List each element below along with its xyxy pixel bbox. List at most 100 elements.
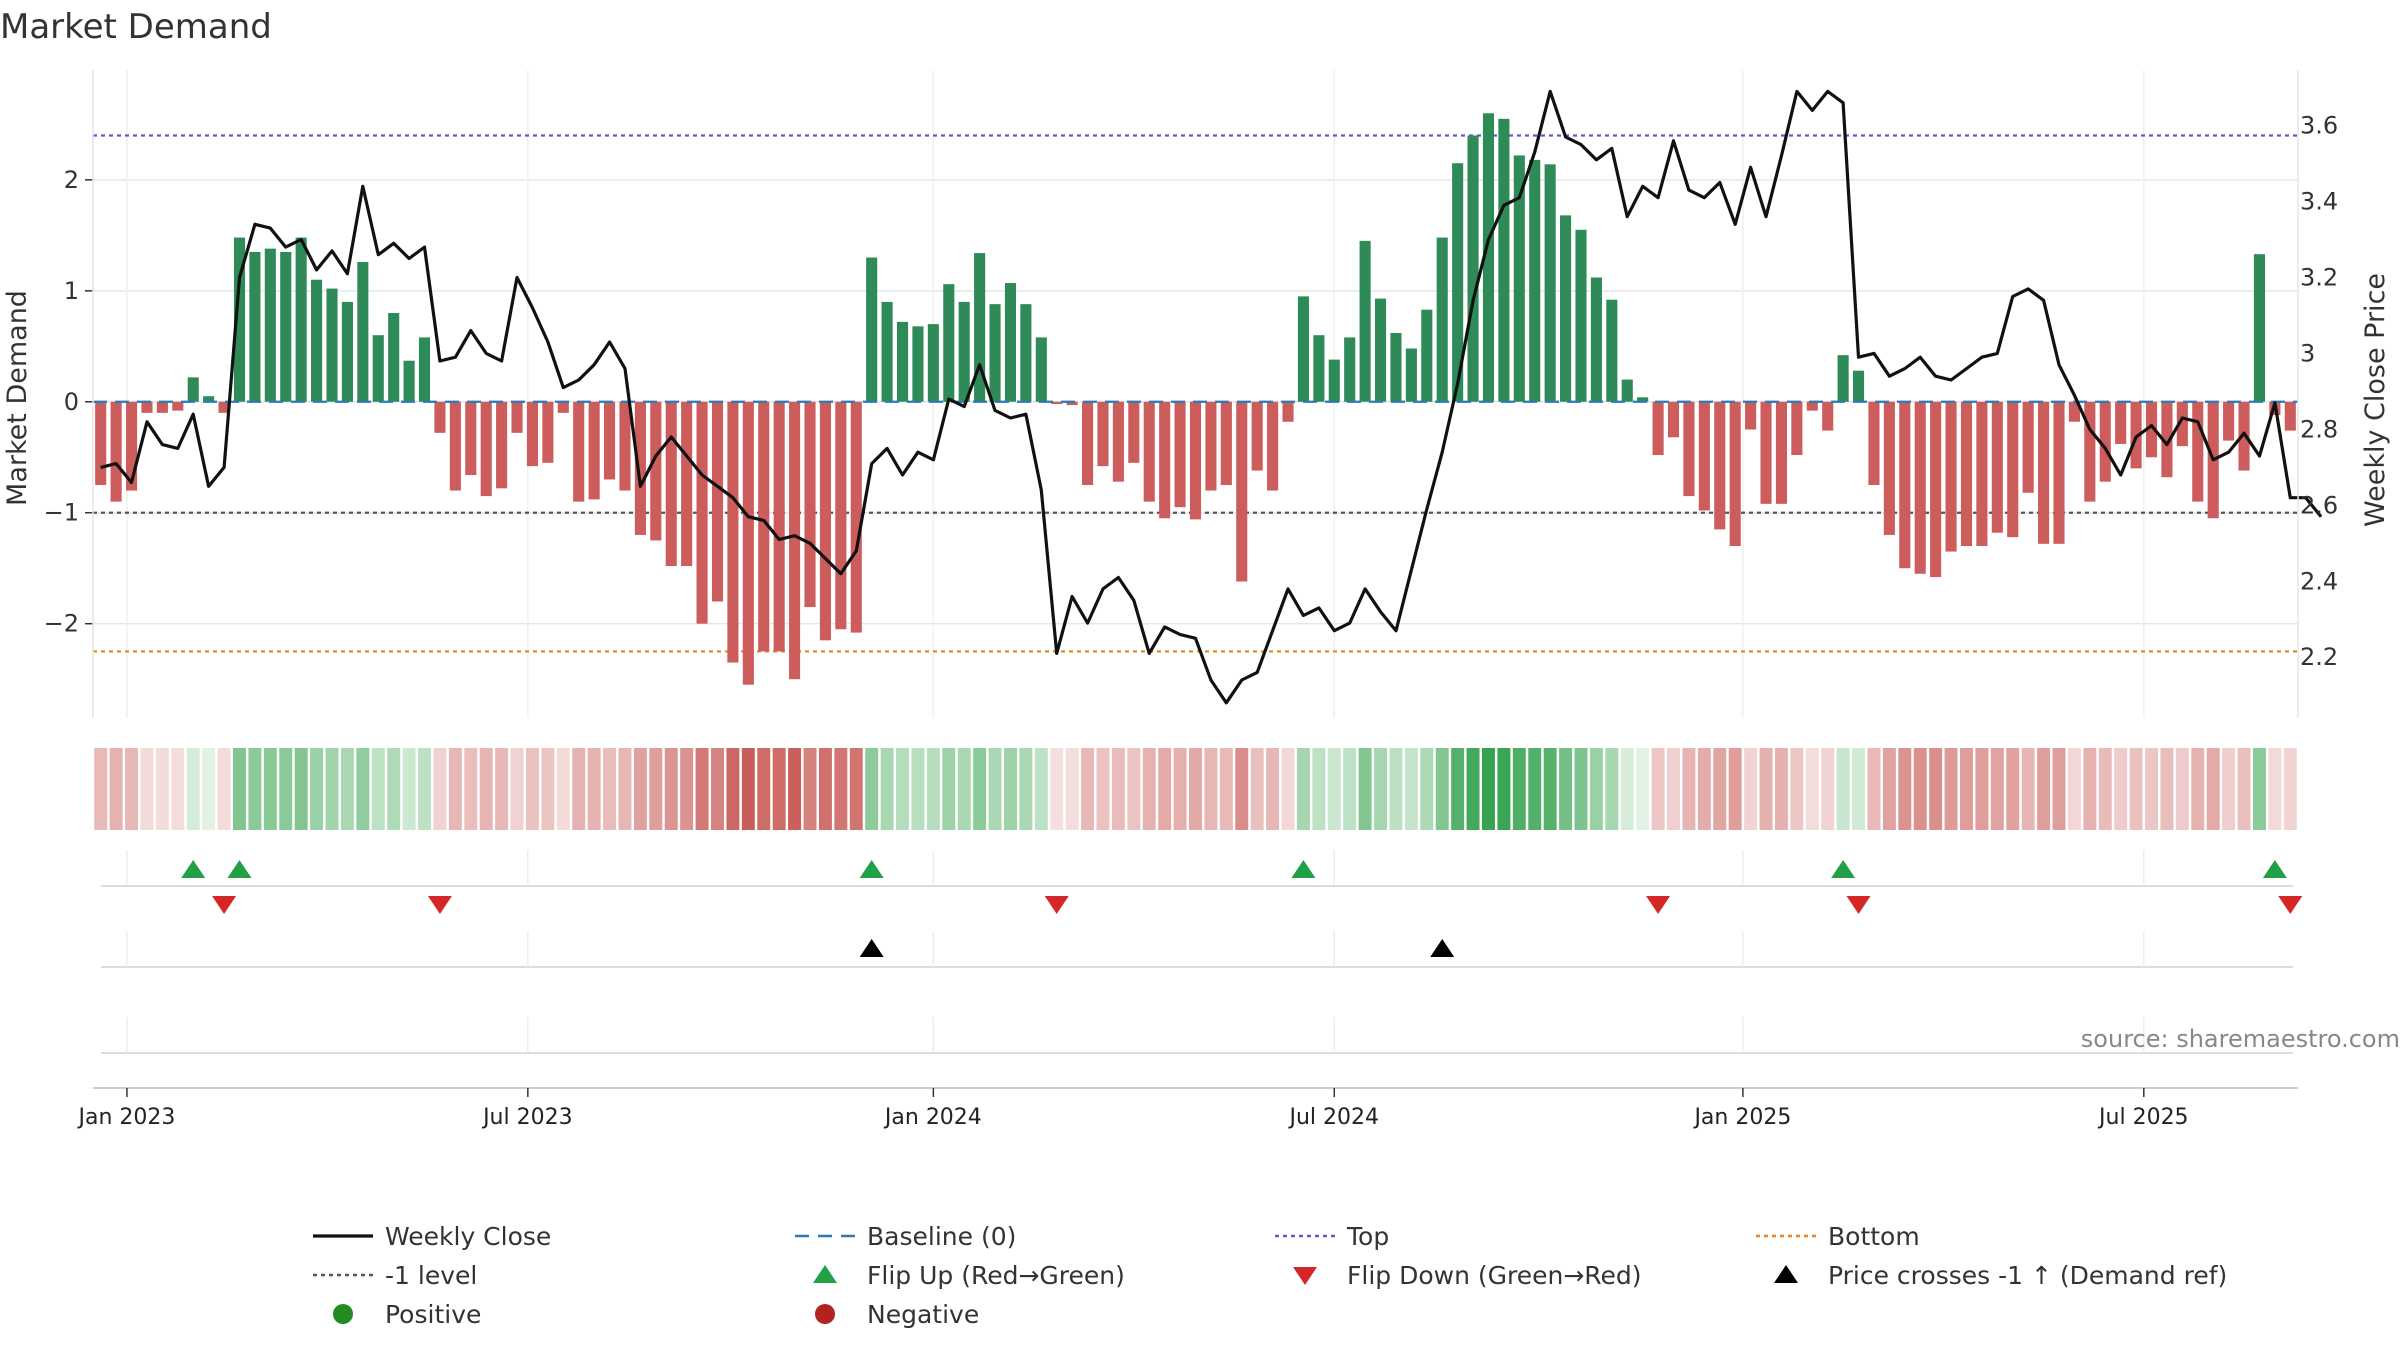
y-right-tick-label: 3.6 (2300, 112, 2338, 140)
demand-bar (1267, 401, 1279, 491)
demand-bar (218, 401, 230, 413)
heat-cell (2191, 748, 2205, 830)
heat-cell (2114, 748, 2128, 830)
heat-cell (1852, 748, 1866, 830)
flip-down-marker (212, 896, 237, 914)
demand-bar (403, 360, 415, 402)
heat-cell (1651, 748, 1665, 830)
demand-bar (588, 401, 600, 500)
heat-cell (279, 748, 293, 830)
demand-bar (1498, 118, 1510, 402)
demand-heat-strip (94, 748, 2297, 830)
flip-up-marker (227, 860, 252, 878)
heat-cell (248, 748, 262, 830)
demand-bar (1590, 277, 1602, 402)
heat-cell (2129, 748, 2143, 830)
heat-cell (1574, 748, 1588, 830)
heat-cell (1975, 748, 1989, 830)
heat-cell (1589, 748, 1603, 830)
flip-up-triangle-icon (813, 1265, 837, 1283)
legend-label: -1 level (385, 1261, 477, 1290)
demand-bar (2176, 401, 2188, 447)
demand-bar (1066, 401, 1078, 406)
heat-cell (1990, 748, 2004, 830)
heat-cell (1296, 748, 1310, 830)
flip-up-marker (2262, 860, 2287, 878)
legend-label: Flip Up (Red→Green) (867, 1261, 1125, 1290)
flip-down-marker (2278, 896, 2303, 914)
legend-label: Price crosses -1 ↑ (Demand ref) (1828, 1261, 2227, 1290)
demand-bar (2223, 401, 2235, 441)
demand-bar (573, 401, 585, 502)
heat-cell (1744, 748, 1758, 830)
demand-bar (357, 261, 369, 402)
demand-bar (758, 401, 770, 652)
legend-item: -1 level (313, 1261, 477, 1290)
legend: Weekly Close Baseline (0) Top Bottom -1 leve… (313, 1222, 2227, 1329)
heat-cell (1543, 748, 1557, 830)
heat-cell (2252, 748, 2266, 830)
demand-bar (233, 237, 246, 402)
x-axis: Jan 2023 Jul 2023 Jan 2024 Jul 2024 Jan 2025… (76, 1087, 2298, 1130)
demand-bar (1205, 401, 1217, 491)
demand-bar (819, 401, 831, 641)
heat-cell (433, 748, 447, 830)
heat-cell (1774, 748, 1788, 830)
heat-cell (356, 748, 370, 830)
heat-cell (310, 748, 324, 830)
demand-bar (434, 401, 446, 433)
y-left-tick-label: 0 (64, 388, 79, 416)
demand-bar (789, 401, 801, 680)
source-note: source: sharemaestro.com (2081, 1025, 2400, 1053)
demand-bar (1051, 401, 1063, 404)
demand-bar (742, 401, 754, 685)
heat-cell (1836, 748, 1850, 830)
heat-cell (525, 748, 539, 830)
demand-bar (1236, 401, 1248, 582)
y-axis-left-label: Market Demand (2, 290, 33, 506)
heat-cell (1312, 748, 1326, 830)
demand-bar (1374, 298, 1387, 402)
legend-item: Flip Down (Green→Red) (1293, 1261, 1642, 1290)
demand-bar (480, 401, 492, 497)
y-right-tick-label: 2.6 (2300, 491, 2338, 519)
heat-cell (1158, 748, 1172, 830)
demand-bar (1452, 163, 1464, 402)
legend-label: Baseline (0) (867, 1222, 1016, 1251)
demand-bar (804, 401, 816, 608)
demand-bar (727, 401, 739, 663)
demand-bar (1852, 370, 1865, 402)
y-left-tick-label: −2 (44, 610, 79, 638)
price-cross-marker (1430, 939, 1455, 957)
demand-bar (1112, 401, 1124, 482)
demand-bar (604, 401, 616, 480)
heat-cell (1466, 748, 1480, 830)
axes: 2 1 0 −1 −2 3.6 3.4 3.2 3 2.8 2.6 2.4 2.2 (44, 70, 2338, 718)
legend-item: Top (1275, 1222, 1389, 1251)
demand-bar (1575, 229, 1587, 402)
demand-bar (496, 401, 508, 489)
demand-bar (1405, 348, 1417, 402)
demand-bar (866, 257, 878, 402)
heat-cell (1497, 748, 1511, 830)
y-right-tick-label: 3.4 (2300, 188, 2338, 216)
demand-bar (665, 401, 677, 566)
demand-bar (1560, 215, 1572, 402)
demand-bar (1313, 335, 1325, 402)
demand-bar (634, 401, 646, 535)
heat-cell (1096, 748, 1110, 830)
heat-cell (1219, 748, 1233, 830)
demand-bar (1174, 401, 1186, 508)
demand-bar (1421, 309, 1433, 402)
demand-bar (2084, 401, 2096, 502)
price-cross-triangle-icon (1774, 1265, 1798, 1283)
demand-bar (526, 401, 539, 467)
demand-bar (1822, 401, 1834, 431)
heat-cell (741, 748, 755, 830)
heat-cell (1528, 748, 1542, 830)
heat-cell (1266, 748, 1280, 830)
heat-cell (479, 748, 493, 830)
demand-bar (449, 401, 461, 491)
heat-cell (726, 748, 740, 830)
